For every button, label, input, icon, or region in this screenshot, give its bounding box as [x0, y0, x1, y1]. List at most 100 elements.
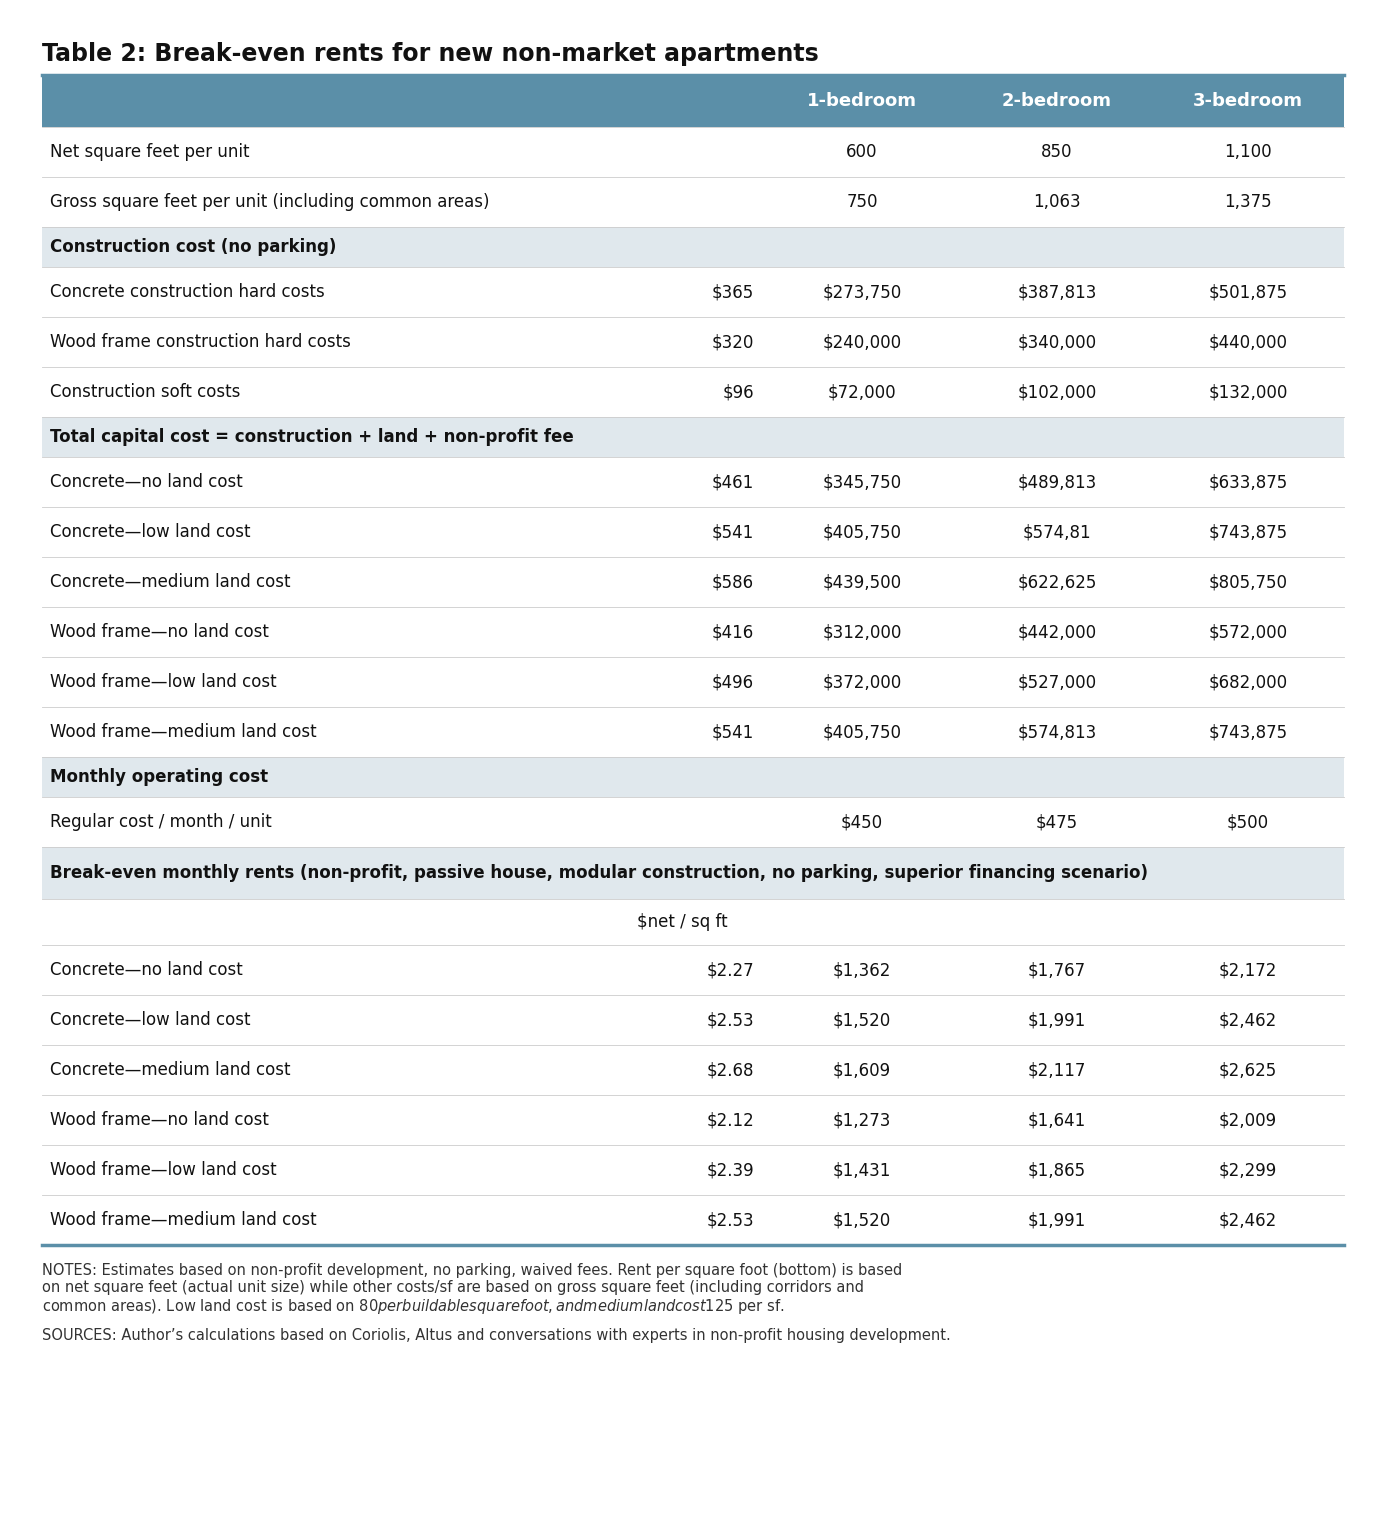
Text: $574,813: $574,813	[1017, 723, 1096, 740]
Bar	[42, 127, 1344, 177]
Text: $1,362: $1,362	[833, 962, 891, 978]
Text: Wood frame—no land cost: Wood frame—no land cost	[50, 1111, 269, 1129]
Bar	[42, 846, 1344, 899]
Text: $461: $461	[712, 473, 754, 492]
Text: Wood frame—no land cost: Wood frame—no land cost	[50, 624, 269, 641]
Text: Table 2: Break-even rents for new non-market apartments: Table 2: Break-even rents for new non-ma…	[42, 41, 819, 66]
Text: $2.53: $2.53	[707, 1210, 754, 1229]
Bar	[42, 1044, 1344, 1095]
Text: $500: $500	[1227, 813, 1270, 831]
Text: $1,991: $1,991	[1028, 1210, 1087, 1229]
Bar	[42, 607, 1344, 657]
Text: $2,009: $2,009	[1218, 1111, 1277, 1129]
Bar	[42, 75, 1344, 127]
Text: $2,299: $2,299	[1218, 1161, 1277, 1180]
Text: 1-bedroom: 1-bedroom	[807, 92, 918, 111]
Text: $1,520: $1,520	[833, 1011, 891, 1029]
Text: $102,000: $102,000	[1017, 382, 1096, 401]
Text: $2,117: $2,117	[1028, 1061, 1087, 1078]
Text: Concrete construction hard costs: Concrete construction hard costs	[50, 283, 324, 301]
Text: $501,875: $501,875	[1209, 283, 1288, 301]
Text: on net square feet (actual unit size) while other costs/sf are based on gross sq: on net square feet (actual unit size) wh…	[42, 1279, 863, 1295]
Text: Wood frame—medium land cost: Wood frame—medium land cost	[50, 723, 316, 740]
Bar	[42, 416, 1344, 458]
Bar	[42, 899, 1344, 945]
Text: $440,000: $440,000	[1209, 333, 1288, 352]
Bar	[42, 367, 1344, 416]
Bar	[42, 657, 1344, 707]
Text: $439,500: $439,500	[822, 573, 901, 591]
Text: Concrete—no land cost: Concrete—no land cost	[50, 473, 243, 492]
Text: $72,000: $72,000	[827, 382, 897, 401]
Text: $1,767: $1,767	[1028, 962, 1087, 978]
Text: $2.27: $2.27	[707, 962, 754, 978]
Text: $345,750: $345,750	[822, 473, 901, 492]
Text: SOURCES: Author’s calculations based on Coriolis, Altus and conversations with e: SOURCES: Author’s calculations based on …	[42, 1329, 951, 1342]
Text: $96: $96	[722, 382, 754, 401]
Text: Construction soft costs: Construction soft costs	[50, 382, 240, 401]
Bar	[42, 757, 1344, 797]
Text: Net square feet per unit: Net square feet per unit	[50, 143, 249, 161]
Text: $1,609: $1,609	[833, 1061, 891, 1078]
Text: Construction cost (no parking): Construction cost (no parking)	[50, 238, 337, 257]
Text: 1,375: 1,375	[1224, 194, 1272, 210]
Text: $2,172: $2,172	[1218, 962, 1277, 978]
Text: $475: $475	[1035, 813, 1078, 831]
Text: Wood frame—low land cost: Wood frame—low land cost	[50, 1161, 277, 1180]
Bar	[42, 267, 1344, 316]
Bar	[42, 558, 1344, 607]
Text: 1,063: 1,063	[1033, 194, 1081, 210]
Text: $489,813: $489,813	[1017, 473, 1096, 492]
Text: $743,875: $743,875	[1209, 723, 1288, 740]
Text: Concrete—medium land cost: Concrete—medium land cost	[50, 573, 291, 591]
Bar	[42, 316, 1344, 367]
Bar	[42, 707, 1344, 757]
Text: 2-bedroom: 2-bedroom	[1002, 92, 1112, 111]
Bar	[42, 177, 1344, 227]
Bar	[42, 458, 1344, 507]
Text: 750: 750	[847, 194, 877, 210]
Text: $633,875: $633,875	[1209, 473, 1288, 492]
Text: $574,81: $574,81	[1023, 522, 1091, 541]
Text: Concrete—low land cost: Concrete—low land cost	[50, 1011, 251, 1029]
Text: $273,750: $273,750	[822, 283, 902, 301]
Text: 3-bedroom: 3-bedroom	[1193, 92, 1303, 111]
Text: $682,000: $682,000	[1209, 673, 1288, 691]
Text: Concrete—no land cost: Concrete—no land cost	[50, 962, 243, 978]
Text: Monthly operating cost: Monthly operating cost	[50, 768, 267, 786]
Bar	[42, 507, 1344, 558]
Text: $2,462: $2,462	[1218, 1011, 1277, 1029]
Text: $1,641: $1,641	[1028, 1111, 1087, 1129]
Text: $372,000: $372,000	[822, 673, 902, 691]
Text: $527,000: $527,000	[1017, 673, 1096, 691]
Text: $340,000: $340,000	[1017, 333, 1096, 352]
Text: Concrete—low land cost: Concrete—low land cost	[50, 522, 251, 541]
Bar	[42, 797, 1344, 846]
Text: Break-even monthly rents (non-profit, passive house, modular construction, no pa: Break-even monthly rents (non-profit, pa…	[50, 863, 1148, 882]
Text: $1,273: $1,273	[833, 1111, 891, 1129]
Text: $416: $416	[712, 624, 754, 641]
Text: $496: $496	[712, 673, 754, 691]
Text: $405,750: $405,750	[822, 522, 901, 541]
Text: Regular cost / month / unit: Regular cost / month / unit	[50, 813, 272, 831]
Text: $2.39: $2.39	[707, 1161, 754, 1180]
Text: $805,750: $805,750	[1209, 573, 1288, 591]
Text: Wood frame—low land cost: Wood frame—low land cost	[50, 673, 277, 691]
Text: 600: 600	[847, 143, 877, 161]
Text: $541: $541	[712, 522, 754, 541]
Text: 850: 850	[1041, 143, 1073, 161]
Text: $2,462: $2,462	[1218, 1210, 1277, 1229]
Bar	[42, 227, 1344, 267]
Text: 1,100: 1,100	[1224, 143, 1272, 161]
Bar	[42, 1144, 1344, 1195]
Bar	[42, 995, 1344, 1044]
Text: $572,000: $572,000	[1209, 624, 1288, 641]
Text: $1,991: $1,991	[1028, 1011, 1087, 1029]
Text: Wood frame construction hard costs: Wood frame construction hard costs	[50, 333, 351, 352]
Bar	[42, 945, 1344, 995]
Text: $132,000: $132,000	[1209, 382, 1288, 401]
Text: Total capital cost = construction + land + non-profit fee: Total capital cost = construction + land…	[50, 429, 574, 445]
Text: Gross square feet per unit (including common areas): Gross square feet per unit (including co…	[50, 194, 489, 210]
Text: $365: $365	[712, 283, 754, 301]
Text: $442,000: $442,000	[1017, 624, 1096, 641]
